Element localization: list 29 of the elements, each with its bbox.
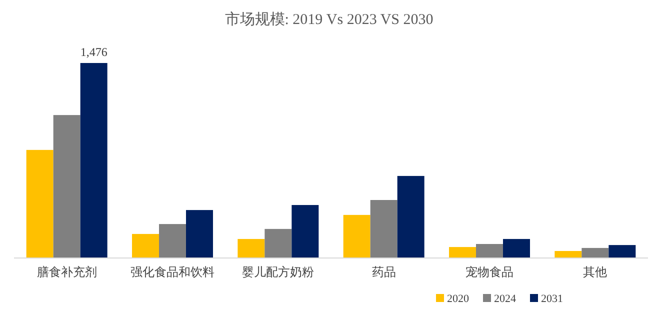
bar	[264, 228, 292, 258]
bar	[582, 248, 609, 258]
bar	[26, 150, 54, 258]
bar	[503, 238, 530, 258]
bar	[159, 224, 186, 258]
x-tick-label: 婴儿配方奶粉	[242, 265, 314, 279]
data-label: 1,476	[80, 45, 108, 59]
bar	[476, 244, 503, 258]
legend-label: 2031	[541, 293, 563, 305]
x-tick-label: 强化食品和饮料	[130, 265, 214, 279]
bar	[80, 63, 108, 258]
x-tick-label: 膳食补充剂	[36, 265, 97, 279]
x-tick-label: 其他	[583, 265, 608, 279]
bar	[292, 205, 319, 258]
bar	[53, 115, 80, 258]
bar	[186, 210, 213, 258]
chart-title: 市场规模: 2019 Vs 2023 VS 2030	[224, 11, 434, 28]
x-tick-label: 药品	[372, 265, 396, 279]
bar	[370, 200, 398, 258]
bar	[397, 176, 424, 258]
x-tick-label: 宠物食品	[466, 265, 514, 279]
bar	[554, 251, 582, 258]
legend-label: 2020	[447, 293, 470, 305]
bar	[238, 238, 265, 258]
bar	[449, 247, 476, 258]
legend-label: 2024	[494, 293, 516, 305]
bar	[343, 214, 370, 258]
bar	[132, 234, 159, 258]
bar	[608, 245, 636, 258]
